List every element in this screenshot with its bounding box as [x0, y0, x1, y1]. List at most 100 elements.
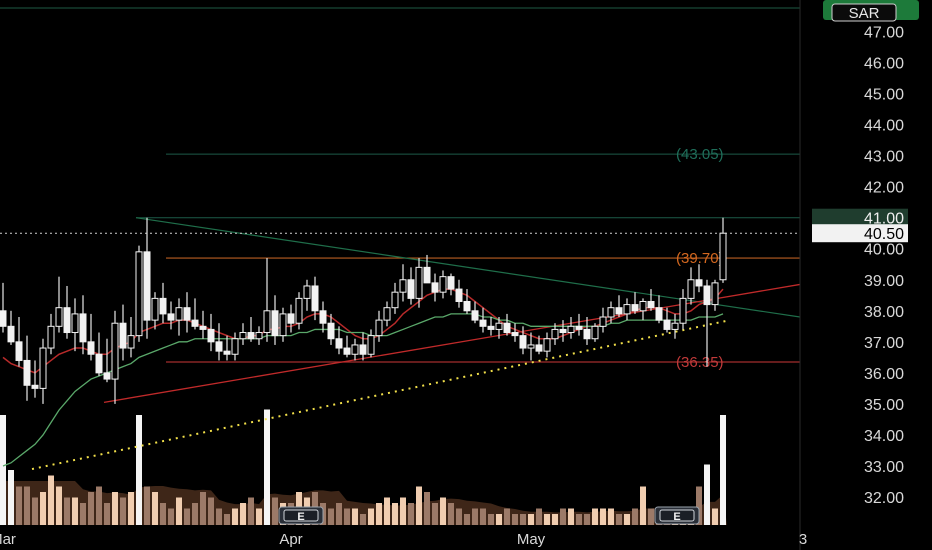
candle-body[interactable]: [151, 297, 159, 321]
candle-body[interactable]: [647, 300, 655, 309]
candle-body[interactable]: [631, 304, 639, 312]
candle-body[interactable]: [615, 307, 623, 315]
candle-body[interactable]: [15, 341, 23, 361]
candlesticks[interactable]: [0, 217, 727, 404]
candle-body[interactable]: [335, 338, 343, 349]
candle-body[interactable]: [639, 300, 647, 312]
candle-body[interactable]: [55, 307, 63, 327]
candle-body[interactable]: [599, 316, 607, 327]
candle-body[interactable]: [543, 338, 551, 352]
candle-body[interactable]: [359, 344, 367, 355]
candle-body[interactable]: [463, 300, 471, 312]
candle-body[interactable]: [695, 279, 703, 287]
candle-body[interactable]: [175, 307, 183, 321]
candle-body[interactable]: [591, 325, 599, 340]
candle-body[interactable]: [0, 310, 7, 327]
candle-body[interactable]: [511, 332, 519, 337]
candle-body[interactable]: [383, 307, 391, 321]
candle-body[interactable]: [623, 304, 631, 315]
candle-body[interactable]: [191, 319, 199, 327]
candle-body[interactable]: [447, 276, 455, 290]
date-tick-label: Mar: [0, 531, 16, 548]
candle-body[interactable]: [559, 328, 567, 334]
candle-body[interactable]: [719, 232, 727, 281]
candle-body[interactable]: [607, 307, 615, 318]
candle-body[interactable]: [47, 325, 55, 349]
candle-body[interactable]: [143, 251, 151, 321]
candle-body[interactable]: [703, 285, 711, 306]
candle-body[interactable]: [567, 325, 575, 334]
candle-body[interactable]: [127, 335, 135, 349]
candle-body[interactable]: [31, 384, 39, 389]
candle-body[interactable]: [375, 319, 383, 337]
candle-body[interactable]: [399, 279, 407, 293]
candle-body[interactable]: [303, 285, 311, 299]
currency-badge[interactable]: [831, 3, 897, 22]
candle-body[interactable]: [351, 344, 359, 355]
candle-body[interactable]: [119, 322, 127, 349]
candle-body[interactable]: [135, 251, 143, 337]
candle-body[interactable]: [495, 322, 503, 330]
candle-body[interactable]: [103, 372, 111, 380]
candle-body[interactable]: [431, 282, 439, 293]
candle-body[interactable]: [671, 322, 679, 330]
candle-body[interactable]: [455, 288, 463, 302]
candle-body[interactable]: [535, 344, 543, 352]
candle-body[interactable]: [263, 310, 271, 334]
candle-body[interactable]: [247, 332, 255, 340]
candle-body[interactable]: [311, 285, 319, 312]
candle-body[interactable]: [439, 276, 447, 293]
candle-body[interactable]: [711, 282, 719, 306]
candle-body[interactable]: [159, 297, 167, 315]
candle-body[interactable]: [487, 325, 495, 330]
candle-body[interactable]: [367, 335, 375, 355]
candle-body[interactable]: [423, 266, 431, 284]
candle-body[interactable]: [583, 328, 591, 340]
candle-body[interactable]: [231, 338, 239, 355]
candle-body[interactable]: [39, 347, 47, 389]
candle-body[interactable]: [23, 359, 31, 386]
candle-body[interactable]: [111, 322, 119, 380]
candle-body[interactable]: [255, 332, 263, 340]
candle-body[interactable]: [87, 341, 95, 355]
candle-body[interactable]: [271, 310, 279, 337]
candle-body[interactable]: [287, 313, 295, 324]
candle-body[interactable]: [343, 347, 351, 355]
candle-body[interactable]: [407, 279, 415, 299]
candle-body[interactable]: [215, 341, 223, 352]
candle-body[interactable]: [183, 307, 191, 321]
candle-body[interactable]: [471, 310, 479, 321]
candle-body[interactable]: [63, 307, 71, 334]
candle-body[interactable]: [239, 332, 247, 340]
candle-body[interactable]: [679, 297, 687, 324]
candle-body[interactable]: [503, 322, 511, 334]
candle-body[interactable]: [295, 297, 303, 324]
candle-body[interactable]: [223, 350, 231, 355]
candle-body[interactable]: [71, 313, 79, 334]
price-axis[interactable]: 32.00 33.00 34.00 35.00 36.00 37.00 38.00 39.00…: [799, 0, 932, 550]
candle-body[interactable]: [551, 328, 559, 340]
candle-body[interactable]: [319, 310, 327, 324]
earnings-marker[interactable]: E: [654, 506, 700, 525]
candle-body[interactable]: [655, 307, 663, 321]
candle-body[interactable]: [167, 313, 175, 321]
candle-body[interactable]: [279, 313, 287, 337]
candle-body[interactable]: [527, 344, 535, 349]
candle-body[interactable]: [479, 319, 487, 327]
candle-body[interactable]: [575, 325, 583, 330]
candle-body[interactable]: [687, 279, 695, 299]
volume-bar: [352, 508, 358, 525]
candle-body[interactable]: [391, 291, 399, 309]
candle-body[interactable]: [327, 322, 335, 340]
earnings-marker[interactable]: E: [278, 506, 324, 525]
candle-body[interactable]: [519, 335, 527, 349]
candle-body[interactable]: [663, 319, 671, 330]
candle-body[interactable]: [7, 325, 15, 343]
candle-body[interactable]: [199, 325, 207, 330]
candle-body[interactable]: [79, 313, 87, 343]
candle-body[interactable]: [95, 353, 103, 374]
candle-body[interactable]: [415, 266, 423, 299]
candle-body[interactable]: [207, 328, 215, 343]
